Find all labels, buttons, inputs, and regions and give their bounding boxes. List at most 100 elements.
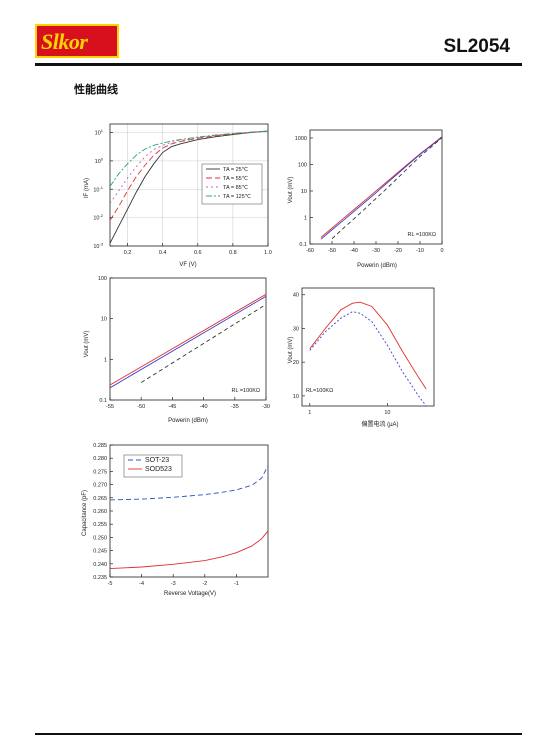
y-tick-label: 10-1 (93, 185, 103, 194)
legend-label: TA = 85℃ (223, 184, 248, 191)
x-tick-label: -40 (200, 404, 208, 410)
y-tick-label: 0.235 (93, 575, 107, 581)
series-line-1 (109, 295, 267, 389)
header-divider (35, 63, 522, 66)
y-tick-label: 1 (304, 215, 307, 221)
x-tick-label: -60 (306, 248, 314, 254)
y-tick-label: 10-3 (93, 242, 103, 251)
x-tick-label: -4 (139, 581, 144, 587)
legend-label: TA = 55℃ (223, 175, 248, 182)
series-line-3 (109, 130, 269, 187)
annotation-label: RL=100KΩ (306, 388, 333, 394)
y-tick-label: 10-2 (93, 213, 103, 222)
y-tick-label: 0.265 (93, 496, 107, 502)
y-tick-label: 0.270 (93, 483, 107, 489)
y-tick-exponent: -3 (99, 242, 103, 247)
y-tick-label: 1 (104, 357, 107, 363)
y-tick-label: 100 (298, 162, 307, 168)
chart-vout-powerin-2: -55 -50 -45 -40 -35 -30 0.1 1 10 100 Powerin (dBm)… (84, 276, 270, 424)
x-tick-label: 0.8 (229, 250, 237, 256)
y-tick-label: 0.245 (93, 549, 107, 555)
x-tick-label: -45 (168, 404, 176, 410)
y-tick-label: 0.1 (99, 398, 107, 404)
x-tick-label: 0.4 (159, 250, 167, 256)
y-tick-label: 0.285 (93, 443, 107, 449)
series-line-1 (309, 311, 427, 407)
y-tick-label: 0.275 (93, 469, 107, 475)
logo-text: Slkor (41, 29, 88, 54)
x-tick-label: -30 (372, 248, 380, 254)
x-tick-label: -55 (106, 404, 114, 410)
x-tick-label: -20 (394, 248, 402, 254)
plot-frame (109, 277, 267, 401)
series-line-0 (109, 130, 269, 244)
series-line-0 (309, 301, 427, 390)
y-tick-label: 0.260 (93, 509, 107, 515)
annotation-label: RL =100KΩ (231, 388, 260, 394)
plot-frame (301, 287, 435, 407)
brand-logo: Slkor (35, 24, 119, 58)
y-tick-label: 20 (293, 360, 299, 366)
x-axis-label: VF (V) (179, 262, 196, 268)
x-tick-label: 0 (440, 248, 443, 254)
legend-label: SOT-23 (145, 457, 169, 464)
y-axis-label: Vout (mV) (288, 177, 294, 204)
x-axis-label: Powerin (dBm) (168, 418, 208, 424)
x-tick-label: -5 (108, 581, 113, 587)
y-tick-label: 101 (95, 128, 104, 137)
plot-frame (109, 123, 269, 247)
y-tick-label: 100 (98, 276, 107, 282)
x-tick-label: 0.6 (194, 250, 202, 256)
x-tick-label: -3 (171, 581, 176, 587)
x-tick-label: -40 (350, 248, 358, 254)
x-axis-label: Powerin (dBm) (357, 263, 397, 269)
chart-vout-bias: 1 10 10 20 30 40 偏置电流 (μA) Vout (mV) RL=100KΩ (288, 287, 435, 428)
legend-box (201, 163, 263, 205)
x-tick-label: 1 (308, 410, 311, 416)
y-tick-exponent: -1 (99, 185, 103, 190)
x-axis-label: 偏置电流 (μA) (361, 420, 398, 428)
section-title: 性能曲线 (74, 84, 118, 96)
y-tick-label: 10 (301, 189, 307, 195)
legend-label: TA = 125℃ (223, 193, 251, 200)
y-tick-label: 30 (293, 326, 299, 332)
y-tick-label: 0.255 (93, 522, 107, 528)
x-tick-label: -50 (328, 248, 336, 254)
annotation-label: RL =100KΩ (407, 232, 436, 238)
series-line-1 (320, 137, 443, 240)
x-tick-label: 10 (384, 410, 390, 416)
y-tick-exponent: 1 (101, 128, 104, 133)
y-tick-label: 0.1 (299, 242, 307, 248)
y-axis-label: Vout (mV) (84, 331, 90, 358)
y-tick-label: 10 (293, 394, 299, 400)
x-tick-label: 1.0 (264, 250, 272, 256)
chart-if-vf: 0.2 0.4 0.6 0.8 1.0 101 100 10-1 10-2 10-3 VF (V) I… (84, 123, 272, 268)
x-tick-label: -1 (234, 581, 239, 587)
series-line-2 (331, 137, 443, 240)
legend-label: SOD523 (145, 466, 172, 473)
x-tick-label: -10 (416, 248, 424, 254)
plot-frame (309, 129, 443, 245)
series-line-1 (109, 530, 269, 570)
y-tick-label: 0.280 (93, 456, 107, 462)
part-number: SL2054 (443, 36, 510, 57)
series-line-0 (109, 293, 267, 386)
y-tick-label: 1000 (295, 136, 307, 142)
legend-box (123, 454, 183, 478)
y-tick-label: 100 (95, 156, 104, 165)
x-tick-label: -2 (202, 581, 207, 587)
x-tick-label: -50 (137, 404, 145, 410)
y-tick-label: 40 (293, 293, 299, 299)
legend-label: TA = 25℃ (223, 166, 248, 173)
chart-vout-powerin-1: -60 -50 -40 -30 -20 -10 0 0.1 1 10 100 1000 Powerin … (288, 129, 444, 269)
y-tick-exponent: -2 (99, 213, 103, 218)
x-tick-label: 0.2 (124, 250, 132, 256)
x-tick-label: -30 (262, 404, 270, 410)
chart-capacitance: -5 -4 -3 -2 -1 0.285 0.280 0.275 0.270 0.265 0.260… (82, 443, 269, 597)
y-tick-label: 0.250 (93, 535, 107, 541)
x-axis-label: Reverse Voltage(V) (164, 591, 216, 597)
y-axis-label: Capacitance (pF) (82, 490, 88, 536)
y-tick-label: 0.240 (93, 562, 107, 568)
y-axis-label: IF (mA) (84, 178, 90, 198)
series-line-2 (140, 304, 267, 383)
